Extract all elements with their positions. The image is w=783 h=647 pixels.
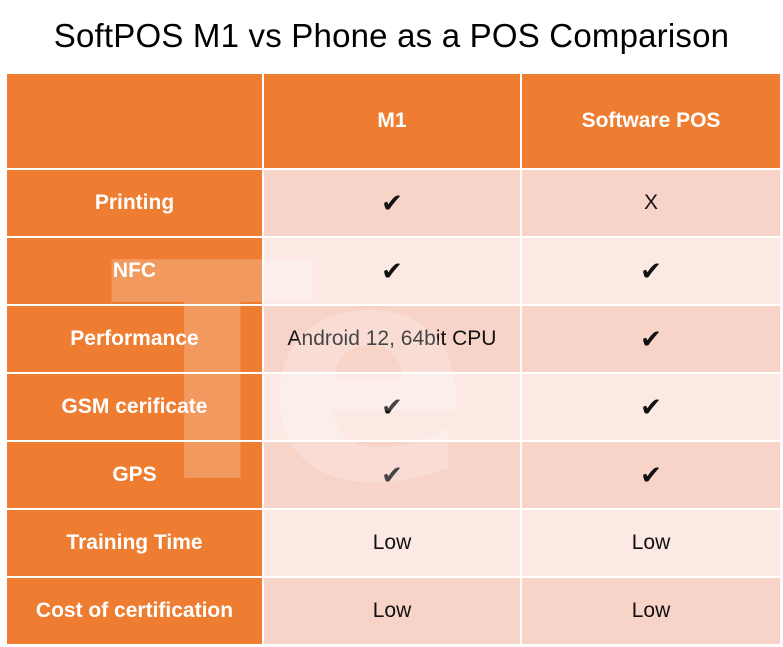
header-empty-cell	[5, 72, 264, 170]
row-label: GPS	[5, 440, 264, 510]
header-software-pos: Software POS	[520, 72, 782, 170]
row-label: Cost of certification	[5, 576, 264, 646]
table-header-row: M1 Software POS	[5, 72, 782, 170]
check-icon: ✔	[381, 187, 403, 218]
check-icon: ✔	[381, 459, 403, 490]
software-cell: ✔	[520, 236, 782, 306]
software-cell: ✔	[520, 440, 782, 510]
table-row: GPS ✔ ✔	[5, 440, 782, 510]
comparison-table: M1 Software POS Printing ✔ X NFC ✔ ✔ Per…	[5, 72, 782, 646]
cross-icon: X	[643, 191, 658, 214]
software-cell: ✔	[520, 372, 782, 442]
row-label: GSM cerificate	[5, 372, 264, 442]
check-icon: ✔	[640, 459, 662, 490]
row-label: Performance	[5, 304, 264, 374]
table-row: Printing ✔ X	[5, 168, 782, 238]
check-icon: ✔	[381, 391, 403, 422]
check-icon: ✔	[640, 323, 662, 354]
check-icon: ✔	[640, 255, 662, 286]
m1-cell: ✔	[262, 440, 522, 510]
table-row: Cost of certification Low Low	[5, 576, 782, 646]
cell-value: Low	[631, 599, 671, 622]
m1-cell: Low	[262, 508, 522, 578]
cell-value: Low	[372, 531, 412, 554]
software-cell: ✔	[520, 304, 782, 374]
header-m1: M1	[262, 72, 522, 170]
software-cell: Low	[520, 508, 782, 578]
m1-cell: ✔	[262, 372, 522, 442]
row-label: NFC	[5, 236, 264, 306]
m1-cell: ✔	[262, 168, 522, 238]
table-row: Performance Android 12, 64bit CPU ✔	[5, 304, 782, 374]
cell-value: Android 12, 64bit CPU	[287, 327, 497, 350]
cell-value: Low	[372, 599, 412, 622]
software-cell: Low	[520, 576, 782, 646]
software-cell: X	[520, 168, 782, 238]
table-row: NFC ✔ ✔	[5, 236, 782, 306]
check-icon: ✔	[381, 255, 403, 286]
row-label: Training Time	[5, 508, 264, 578]
m1-cell: Low	[262, 576, 522, 646]
m1-cell: Android 12, 64bit CPU	[262, 304, 522, 374]
table-row: GSM cerificate ✔ ✔	[5, 372, 782, 442]
cell-value: Low	[631, 531, 671, 554]
table-row: Training Time Low Low	[5, 508, 782, 578]
row-label: Printing	[5, 168, 264, 238]
check-icon: ✔	[640, 391, 662, 422]
page-title: SoftPOS M1 vs Phone as a POS Comparison	[53, 17, 730, 54]
m1-cell: ✔	[262, 236, 522, 306]
